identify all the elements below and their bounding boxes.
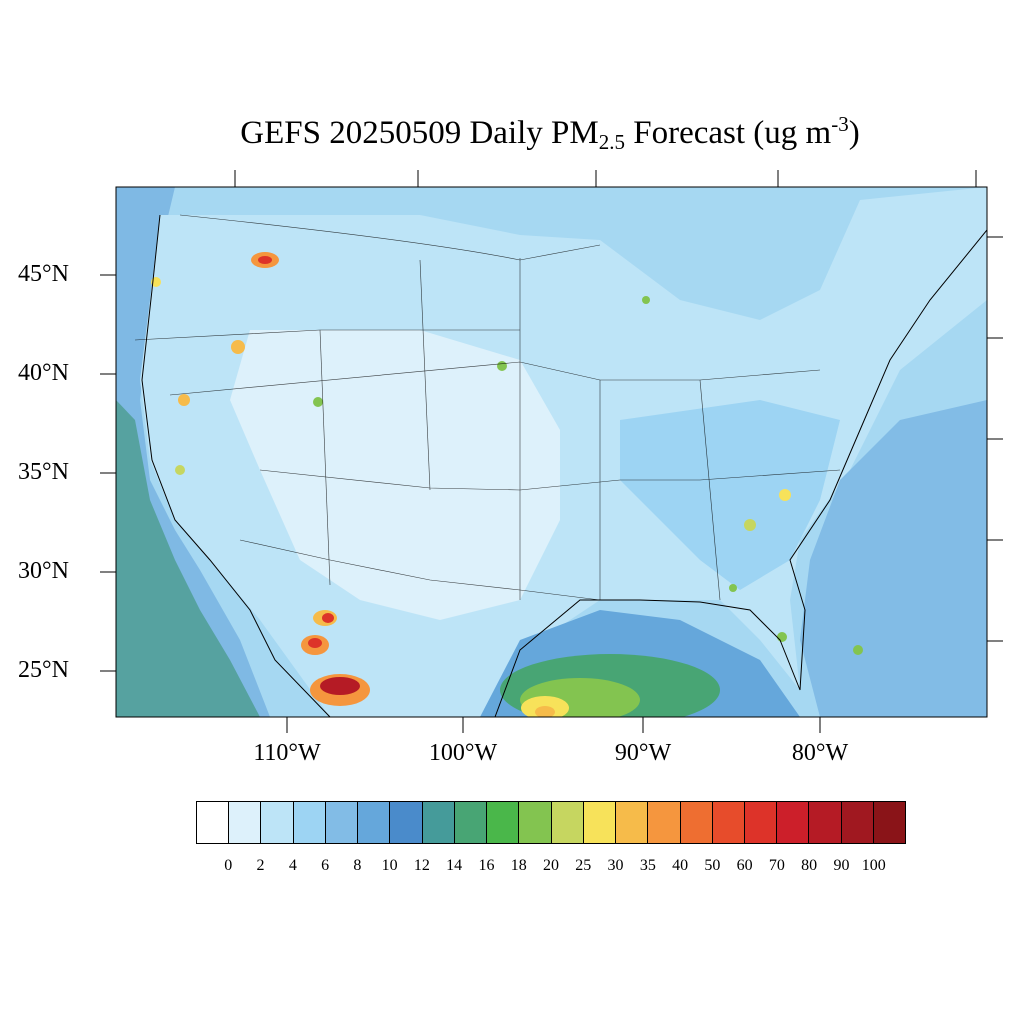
lon-label-90: 90°W (614, 740, 672, 766)
colorbar-swatch (519, 802, 552, 843)
colorbar-label: 6 (321, 857, 330, 874)
colorbar-swatch (487, 802, 520, 843)
colorbar-swatch (454, 802, 488, 843)
colorbar-label: 2 (256, 857, 265, 874)
colorbar-label: 90 (833, 857, 850, 874)
lon-label-80: 80°W (791, 740, 849, 766)
colorbar-label: 8 (353, 857, 362, 874)
colorbar-label: 50 (704, 857, 721, 874)
colorbar-swatch (293, 802, 326, 843)
colorbar-label: 18 (510, 857, 527, 874)
colorbar-swatch (809, 802, 842, 843)
colorbar-swatch (873, 802, 906, 843)
colorbar-swatch (841, 802, 874, 843)
state-boundaries (134, 214, 841, 601)
colorbar-swatch (358, 802, 391, 843)
gulf-plume-peak (535, 706, 555, 717)
hotspot-georgia (744, 519, 756, 531)
colorbar-label: 16 (478, 857, 495, 874)
colorbar-swatch (390, 802, 423, 843)
lat-label-30: 30°N (18, 558, 69, 584)
lat-label-40: 40°N (18, 360, 69, 386)
tick-marks (100, 170, 1003, 733)
colorbar-label: 20 (543, 857, 559, 874)
lon-label-100: 100°W (428, 740, 498, 766)
map-title: GEFS 20250509 Daily PM2.5 Forecast (ug m… (240, 112, 860, 154)
lat-label-25: 25°N (18, 657, 69, 683)
hotspot-california (175, 465, 185, 475)
hotspot-idaho (231, 340, 245, 354)
colorbar-label: 25 (575, 857, 592, 874)
hotspot-florida (777, 632, 787, 642)
colorbar-swatch (680, 802, 713, 843)
colorbar-label: 0 (224, 857, 233, 874)
colorbar-label: 30 (607, 857, 624, 874)
colorbar-swatch (744, 802, 778, 843)
map-frame (115, 186, 988, 718)
colorbar-swatch (648, 802, 681, 843)
hotspot-nevada (178, 394, 190, 406)
mexico-hotspot-3-core (322, 613, 334, 623)
colorbar-label: 10 (381, 857, 398, 874)
colorbar-label: 100 (861, 857, 886, 874)
coastline (141, 214, 987, 717)
southeast-region (620, 400, 840, 590)
hotspot-nebraska (497, 361, 507, 371)
colorbar-label: 70 (768, 857, 785, 874)
colorbar-label: 80 (801, 857, 818, 874)
colorbar-swatch (422, 802, 455, 843)
colorbar-swatch (261, 802, 294, 843)
hotspot-montana-core (258, 256, 272, 264)
colorbar (196, 801, 906, 844)
colorbar-label: 12 (413, 857, 430, 874)
colorbar-label: 35 (639, 857, 656, 874)
lat-label-45: 45°N (18, 261, 69, 287)
hotspot-carolina (779, 489, 791, 501)
hotspot-utah (313, 397, 323, 407)
lon-label-110: 110°W (253, 740, 321, 766)
hotspot-bahamas (853, 645, 863, 655)
colorbar-label: 4 (288, 857, 297, 874)
colorbar-swatch (583, 802, 617, 843)
mexico-hotspot-2-core (308, 638, 322, 648)
colorbar-swatch (551, 802, 584, 843)
colorbar-swatch (777, 802, 810, 843)
hotspot-wisconsin (642, 296, 650, 304)
pacific-teal-region (116, 400, 260, 717)
colorbar-swatch (229, 802, 262, 843)
colorbar-label: 14 (446, 857, 463, 874)
great-plains-region (230, 330, 560, 620)
colorbar-swatch (197, 802, 230, 843)
colorbar-swatch (325, 802, 359, 843)
atlantic-region (800, 400, 987, 717)
lat-label-35: 35°N (18, 459, 69, 485)
colorbar-label: 40 (672, 857, 689, 874)
colorbar-swatch (616, 802, 649, 843)
colorbar-label: 60 (736, 857, 753, 874)
hotspot-alabama (729, 584, 737, 592)
colorbar-swatch (712, 802, 745, 843)
mexico-hotspot-1-core (320, 677, 360, 695)
